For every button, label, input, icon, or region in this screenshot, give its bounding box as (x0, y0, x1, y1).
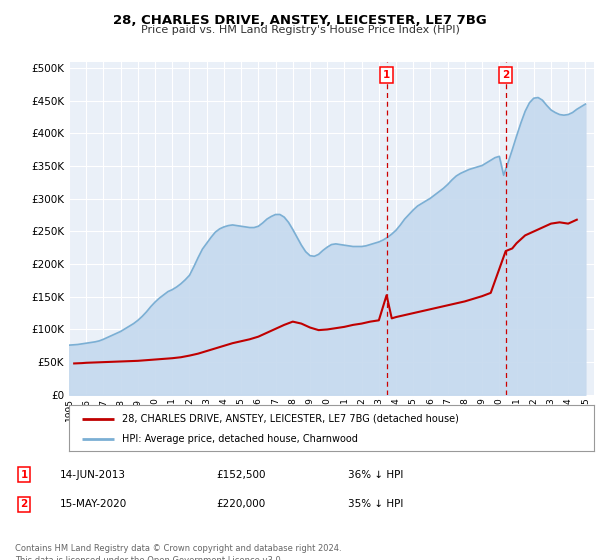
Text: 35% ↓ HPI: 35% ↓ HPI (348, 499, 403, 509)
Text: 2: 2 (20, 499, 28, 509)
Text: £220,000: £220,000 (216, 499, 265, 509)
Text: Contains HM Land Registry data © Crown copyright and database right 2024.
This d: Contains HM Land Registry data © Crown c… (15, 544, 341, 560)
Text: 1: 1 (20, 469, 28, 479)
Text: 15-MAY-2020: 15-MAY-2020 (60, 499, 127, 509)
Text: Price paid vs. HM Land Registry's House Price Index (HPI): Price paid vs. HM Land Registry's House … (140, 25, 460, 35)
Text: 28, CHARLES DRIVE, ANSTEY, LEICESTER, LE7 7BG: 28, CHARLES DRIVE, ANSTEY, LEICESTER, LE… (113, 14, 487, 27)
Text: 1: 1 (383, 69, 390, 80)
Text: 14-JUN-2013: 14-JUN-2013 (60, 469, 126, 479)
Text: HPI: Average price, detached house, Charnwood: HPI: Average price, detached house, Char… (121, 434, 358, 444)
Text: £152,500: £152,500 (216, 469, 265, 479)
Text: 36% ↓ HPI: 36% ↓ HPI (348, 469, 403, 479)
Text: 28, CHARLES DRIVE, ANSTEY, LEICESTER, LE7 7BG (detached house): 28, CHARLES DRIVE, ANSTEY, LEICESTER, LE… (121, 414, 458, 424)
Text: 2: 2 (502, 69, 509, 80)
